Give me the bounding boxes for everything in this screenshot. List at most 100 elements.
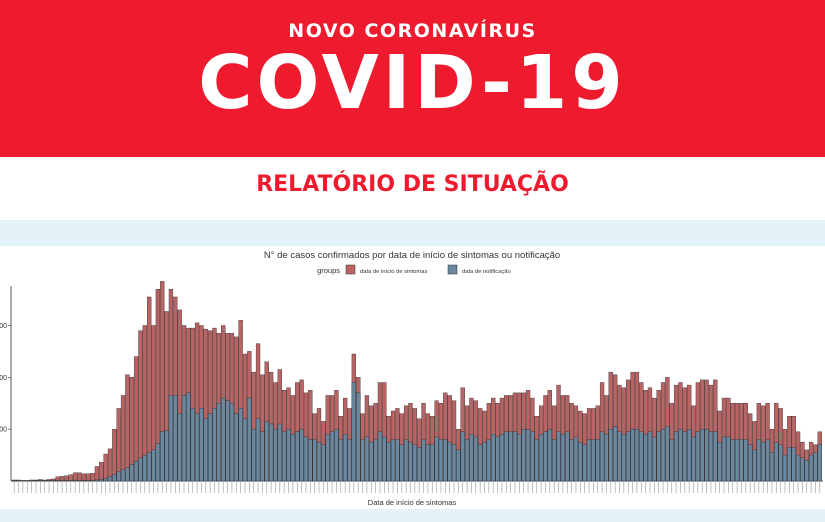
bar-notification bbox=[147, 452, 152, 482]
bar-notification bbox=[517, 434, 522, 482]
bar-notification bbox=[713, 431, 718, 482]
bar-notification bbox=[51, 480, 56, 482]
bar-notification bbox=[682, 431, 687, 482]
bar-notification bbox=[364, 436, 370, 482]
header-headline: COVID-19 bbox=[198, 40, 627, 126]
bar-notification bbox=[678, 428, 683, 482]
bar-notification bbox=[508, 431, 513, 482]
bar-onset bbox=[99, 462, 104, 482]
bar-notification bbox=[495, 436, 500, 482]
bar-notification bbox=[29, 480, 34, 482]
bar-notification bbox=[782, 454, 788, 482]
bar-notification bbox=[238, 408, 243, 482]
bar-notification bbox=[430, 444, 435, 482]
bar-notification bbox=[390, 439, 396, 482]
bar-notification bbox=[778, 444, 783, 482]
bar-notification bbox=[208, 413, 213, 482]
bar-notification bbox=[743, 439, 748, 482]
bar-notification bbox=[247, 397, 252, 482]
y-tick-label: 300 bbox=[0, 323, 7, 330]
bar-notification bbox=[604, 434, 609, 482]
bar-notification bbox=[560, 434, 566, 482]
bar-notification bbox=[451, 444, 457, 482]
bar-notification bbox=[791, 447, 796, 482]
bar-notification bbox=[268, 423, 274, 482]
bar-notification bbox=[573, 436, 579, 482]
bar-notification bbox=[403, 439, 409, 482]
bar-notification bbox=[630, 428, 635, 482]
bar-notification bbox=[216, 403, 221, 482]
bar-notification bbox=[277, 423, 282, 482]
bar-notification bbox=[486, 439, 491, 482]
bar-notification bbox=[808, 454, 814, 482]
bar-notification bbox=[621, 434, 626, 482]
bar-notification bbox=[190, 408, 195, 482]
bar-notification bbox=[652, 436, 657, 482]
bar-notification bbox=[351, 382, 356, 482]
cases-chart: N° de casos confirmados por data de iníc… bbox=[0, 250, 823, 507]
bar-notification bbox=[456, 449, 461, 482]
bar-notification bbox=[260, 431, 265, 482]
bar-notification bbox=[499, 434, 505, 482]
bar-notification bbox=[399, 444, 404, 482]
bar-notification bbox=[16, 480, 21, 482]
bar-notification bbox=[12, 480, 17, 482]
bar-notification bbox=[46, 480, 52, 482]
bar-notification bbox=[373, 439, 378, 482]
bar-notification bbox=[647, 431, 653, 482]
bar-notification bbox=[25, 480, 30, 482]
bar-notification bbox=[377, 431, 383, 482]
bar-notification bbox=[530, 431, 535, 482]
bar-notification bbox=[543, 431, 548, 482]
bar-notification bbox=[626, 431, 631, 482]
bar-notification bbox=[643, 434, 648, 482]
bar-notification bbox=[142, 454, 147, 482]
bar-notification bbox=[482, 441, 487, 482]
chart-container: N° de casos confirmados por data de iníc… bbox=[0, 246, 825, 509]
bar-notification bbox=[151, 449, 156, 482]
bar-notification bbox=[556, 431, 561, 482]
legend-swatch-onset bbox=[345, 264, 356, 275]
bar-notification bbox=[155, 443, 161, 482]
bar-notification bbox=[656, 431, 661, 482]
bar-notification bbox=[795, 454, 801, 482]
header-banner: NOVO CORONAVÍRUS COVID-19 bbox=[0, 0, 825, 157]
bar-notification bbox=[112, 474, 117, 482]
bar-notification bbox=[769, 452, 775, 482]
bar-notification bbox=[234, 413, 239, 482]
bar-notification bbox=[669, 439, 674, 482]
bar-notification bbox=[255, 418, 261, 482]
bar-notification bbox=[221, 397, 226, 482]
bar-notification bbox=[295, 431, 300, 482]
bar-notification bbox=[395, 439, 400, 482]
bar-notification bbox=[212, 408, 217, 482]
bar-notification bbox=[717, 441, 722, 482]
bar-onset bbox=[107, 448, 113, 482]
bar-notification bbox=[787, 447, 792, 482]
bar-notification bbox=[299, 428, 304, 482]
bar-notification bbox=[186, 392, 191, 482]
bar-notification bbox=[99, 479, 104, 482]
bar-onset bbox=[103, 453, 108, 482]
y-axis-ticks: 100 200 300 bbox=[0, 323, 11, 434]
bar-notification bbox=[521, 428, 526, 482]
bar-notification bbox=[338, 439, 343, 482]
bar-notification bbox=[591, 439, 596, 482]
bar-notification bbox=[77, 480, 82, 482]
bar-notification bbox=[817, 444, 822, 482]
bar-notification bbox=[321, 444, 326, 482]
bar-notification bbox=[68, 480, 73, 482]
bar-notification bbox=[408, 441, 413, 482]
bar-notification bbox=[360, 439, 365, 482]
bar-notification bbox=[774, 441, 779, 482]
bar-notification bbox=[639, 431, 644, 482]
bar-onset bbox=[112, 428, 117, 482]
bar-notification bbox=[578, 441, 583, 482]
legend-label-notification: data de notificação bbox=[462, 269, 511, 275]
legend-swatch-notification bbox=[447, 264, 458, 275]
bar-notification bbox=[343, 434, 348, 482]
bar-notification bbox=[382, 436, 387, 482]
bar-notification bbox=[164, 430, 169, 482]
bar-onset bbox=[94, 466, 100, 482]
bar-notification bbox=[552, 439, 557, 482]
